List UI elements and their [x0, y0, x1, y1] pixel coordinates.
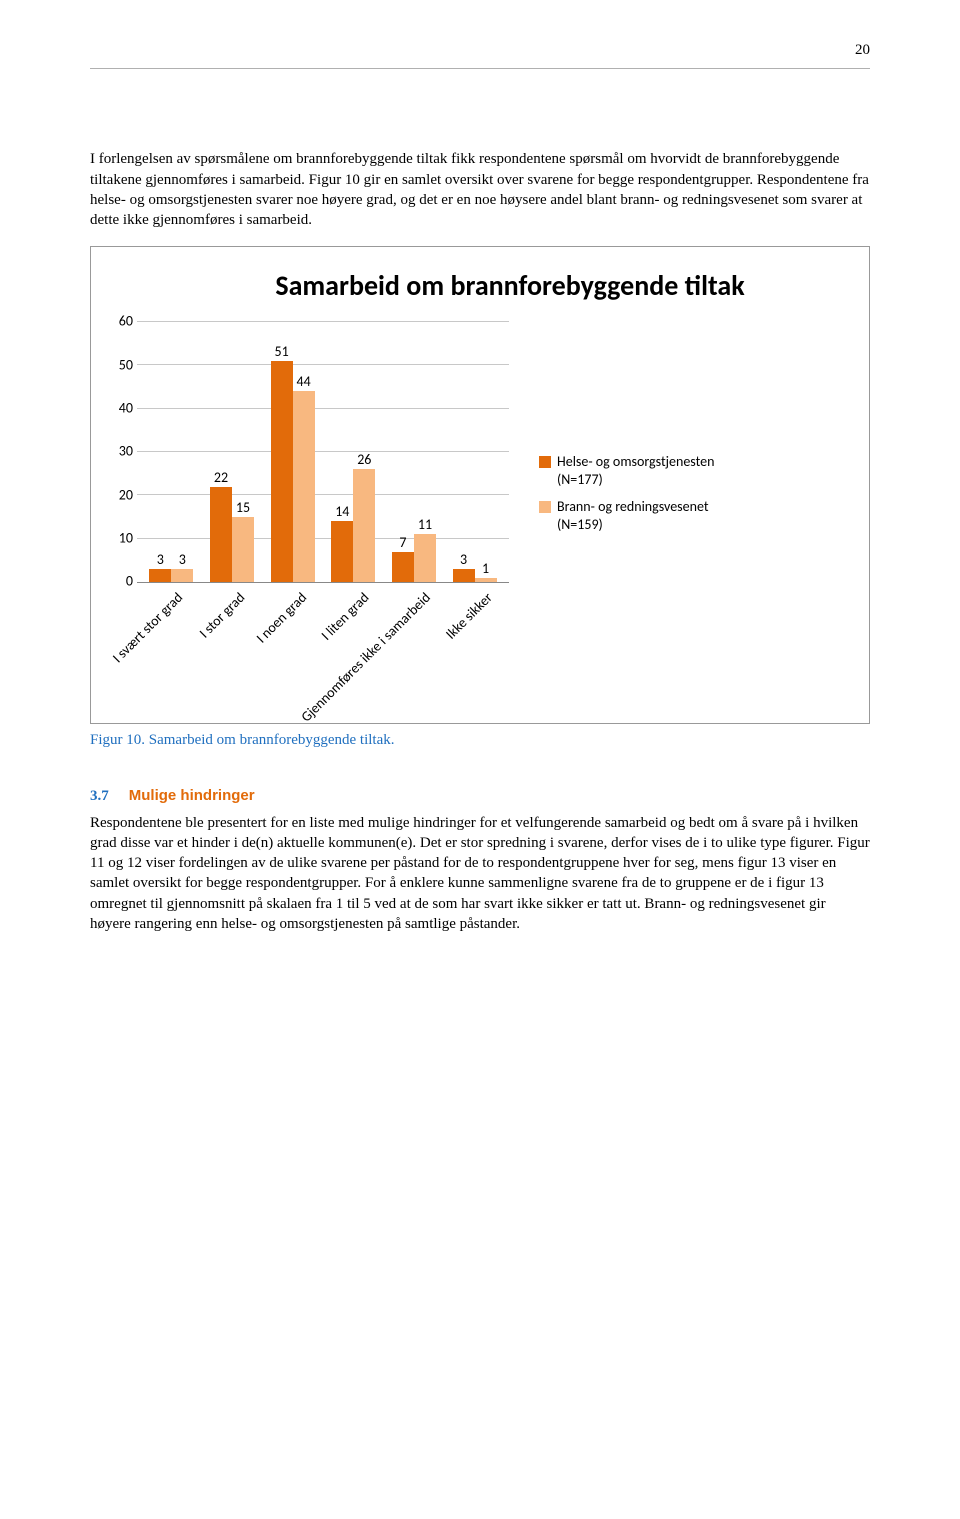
bar-series1: 51 — [271, 361, 293, 582]
legend-item: Brann- og redningsvesenet (N=159) — [539, 498, 747, 533]
bar-series2: 1 — [475, 578, 497, 582]
chart-legend: Helse- og omsorgstjenesten (N=177) Brann-… — [539, 453, 747, 543]
bar-series1: 7 — [392, 552, 414, 582]
bar-series2: 26 — [353, 469, 375, 582]
x-tick-label: Gjennomføres ikke i samarbeid — [298, 589, 436, 727]
section-number: 3.7 — [90, 788, 109, 804]
gridline — [137, 321, 509, 322]
bar-value-label: 3 — [179, 551, 186, 570]
y-tick-label: 20 — [107, 486, 133, 505]
gridline — [137, 494, 509, 495]
gridline — [137, 408, 509, 409]
bar-value-label: 44 — [297, 373, 311, 392]
section-paragraph: Respondentene ble presentert for en list… — [90, 813, 870, 935]
bar-series2: 11 — [414, 534, 436, 582]
bar-series2: 3 — [171, 569, 193, 582]
bar-series1: 3 — [149, 569, 171, 582]
y-tick-label: 60 — [107, 313, 133, 332]
bar-group: 1426 — [331, 469, 375, 582]
bar-series1: 14 — [331, 521, 353, 582]
page-number: 20 — [90, 40, 870, 69]
y-tick-label: 30 — [107, 443, 133, 462]
x-tick-label: I svært stor grad — [109, 589, 188, 668]
figure-caption: Figur 10. Samarbeid om brannforebyggende… — [90, 730, 870, 750]
bar-group: 33 — [149, 569, 193, 582]
bar-value-label: 26 — [357, 451, 371, 470]
x-tick-label: I liten grad — [317, 589, 373, 645]
legend-label: Helse- og omsorgstjenesten (N=177) — [557, 453, 747, 488]
y-tick-label: 40 — [107, 399, 133, 418]
bar-series2: 44 — [293, 391, 315, 582]
bar-group: 5144 — [271, 361, 315, 582]
bar-group: 711 — [392, 534, 436, 582]
section-title: Mulige hindringer — [129, 787, 255, 804]
bar-value-label: 14 — [335, 503, 349, 522]
bar-series1: 3 — [453, 569, 475, 582]
section-heading: 3.7 Mulige hindringer — [90, 786, 870, 806]
bar-value-label: 15 — [236, 499, 250, 518]
bar-group: 31 — [453, 569, 497, 582]
x-tick-label: Ikke sikker — [442, 589, 497, 644]
y-tick-label: 0 — [107, 573, 133, 592]
chart-container: Samarbeid om brannforebyggende tiltak 0 1… — [90, 246, 870, 724]
gridline — [137, 451, 509, 452]
y-tick-label: 10 — [107, 529, 133, 548]
legend-item: Helse- og omsorgstjenesten (N=177) — [539, 453, 747, 488]
y-tick-label: 50 — [107, 356, 133, 375]
legend-swatch — [539, 501, 551, 513]
gridline — [137, 538, 509, 539]
bar-value-label: 22 — [214, 469, 228, 488]
intro-paragraph: I forlengelsen av spørsmålene om brannfo… — [90, 149, 870, 230]
x-tick-label: I noen grad — [253, 589, 312, 648]
chart-plot: 01020304050603322155144142671131 I svært… — [109, 323, 509, 713]
gridline — [137, 364, 509, 365]
bar-series2: 15 — [232, 517, 254, 582]
bar-value-label: 3 — [157, 551, 164, 570]
legend-label: Brann- og redningsvesenet (N=159) — [557, 498, 747, 533]
bar-value-label: 11 — [418, 516, 432, 535]
bar-value-label: 51 — [275, 343, 289, 362]
bar-value-label: 1 — [482, 560, 489, 579]
legend-swatch — [539, 456, 551, 468]
bar-value-label: 3 — [460, 551, 467, 570]
bar-series1: 22 — [210, 487, 232, 582]
bar-value-label: 7 — [399, 534, 406, 553]
chart-title: Samarbeid om brannforebyggende tiltak — [169, 267, 851, 305]
bar-group: 2215 — [210, 487, 254, 582]
x-tick-label: I stor grad — [196, 589, 250, 643]
